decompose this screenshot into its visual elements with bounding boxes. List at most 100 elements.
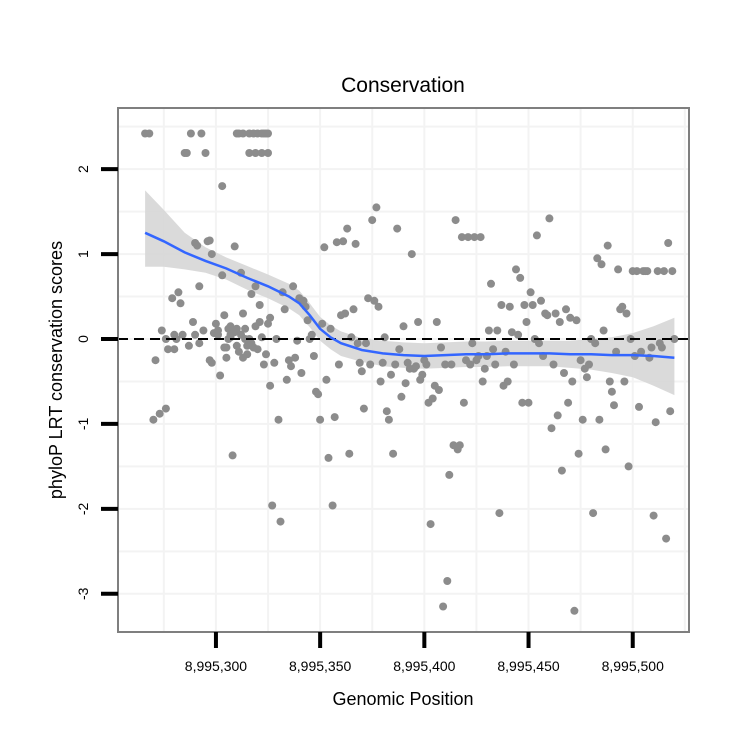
data-point: [239, 309, 247, 318]
data-point: [297, 369, 306, 377]
data-point: [339, 237, 348, 246]
data-point: [357, 367, 366, 376]
data-point: [387, 370, 395, 379]
data-point: [247, 290, 256, 298]
data-point: [191, 330, 200, 339]
data-point: [437, 343, 445, 352]
data-point: [622, 309, 631, 318]
data-point: [172, 335, 181, 343]
data-point: [516, 273, 525, 282]
data-point: [457, 233, 466, 242]
data-point: [314, 390, 323, 399]
data-point: [551, 309, 560, 318]
x-tick-label: 8,995,350: [289, 658, 351, 674]
data-point: [432, 318, 441, 326]
data-point: [532, 231, 541, 240]
data-point: [362, 339, 370, 348]
data-point: [422, 360, 431, 369]
data-point: [353, 339, 362, 348]
y-axis-label: phyloP LRT conservation scores: [46, 241, 66, 499]
data-point: [349, 305, 358, 314]
data-point: [434, 386, 443, 394]
data-point: [509, 360, 518, 369]
data-point: [441, 360, 450, 369]
data-point: [476, 233, 485, 242]
data-point: [351, 239, 360, 248]
data-point: [557, 466, 566, 475]
data-point: [176, 299, 185, 308]
data-point: [347, 333, 356, 342]
data-point: [291, 353, 300, 362]
data-point: [564, 398, 573, 407]
data-point: [576, 356, 585, 365]
data-point: [647, 343, 656, 352]
y-tick-label: -2: [75, 502, 91, 515]
data-point: [585, 360, 593, 369]
data-point: [341, 309, 350, 318]
data-point: [668, 267, 677, 276]
data-point: [264, 129, 272, 138]
data-point: [649, 511, 658, 520]
data-point: [287, 362, 295, 371]
data-point: [330, 413, 339, 422]
data-point: [612, 347, 621, 356]
y-tick-label: -3: [75, 587, 91, 600]
data-point: [426, 520, 435, 529]
data-point: [245, 149, 254, 157]
data-point: [399, 322, 408, 331]
y-tick-label: -1: [75, 417, 91, 430]
data-point: [582, 373, 591, 382]
data-point: [359, 404, 368, 413]
data-point: [207, 250, 216, 259]
data-point: [662, 534, 671, 543]
data-point: [610, 401, 618, 410]
data-point: [414, 318, 423, 326]
data-point: [570, 606, 579, 615]
data-point: [174, 288, 183, 297]
data-point: [535, 339, 543, 348]
data-point: [309, 352, 318, 360]
data-point: [643, 267, 652, 276]
data-point: [182, 149, 191, 157]
data-point: [178, 330, 187, 339]
data-point: [635, 402, 643, 411]
data-point: [155, 409, 164, 418]
data-point: [216, 371, 225, 380]
data-point: [505, 302, 514, 311]
data-point: [397, 392, 406, 401]
data-point: [418, 370, 427, 379]
data-point: [412, 362, 420, 371]
x-tick-label: 8,995,400: [393, 658, 455, 674]
data-point: [251, 282, 260, 291]
data-point: [618, 302, 627, 311]
data-point: [197, 129, 206, 138]
data-point: [193, 241, 202, 250]
smooth-line: [144, 231, 675, 359]
data-point: [547, 424, 556, 433]
data-point: [151, 356, 160, 365]
x-tick-label: 8,995,450: [497, 658, 559, 674]
data-point: [545, 214, 554, 223]
data-point: [264, 149, 272, 157]
data-point: [205, 236, 214, 245]
data-point: [487, 279, 495, 288]
data-point: [282, 375, 291, 384]
data-point: [495, 509, 504, 518]
data-point: [230, 242, 239, 251]
data-point: [660, 267, 668, 276]
data-point: [439, 602, 448, 611]
data-point: [568, 377, 577, 386]
data-point: [393, 224, 402, 233]
data-point: [507, 328, 516, 337]
data-point: [593, 254, 602, 263]
data-point: [228, 451, 237, 460]
data-point: [372, 203, 381, 212]
data-point: [168, 294, 177, 303]
data-point: [243, 350, 252, 359]
data-point: [164, 345, 172, 354]
data-point: [670, 335, 679, 343]
data-point: [543, 311, 552, 320]
data-point: [637, 347, 646, 356]
data-point: [161, 404, 170, 413]
